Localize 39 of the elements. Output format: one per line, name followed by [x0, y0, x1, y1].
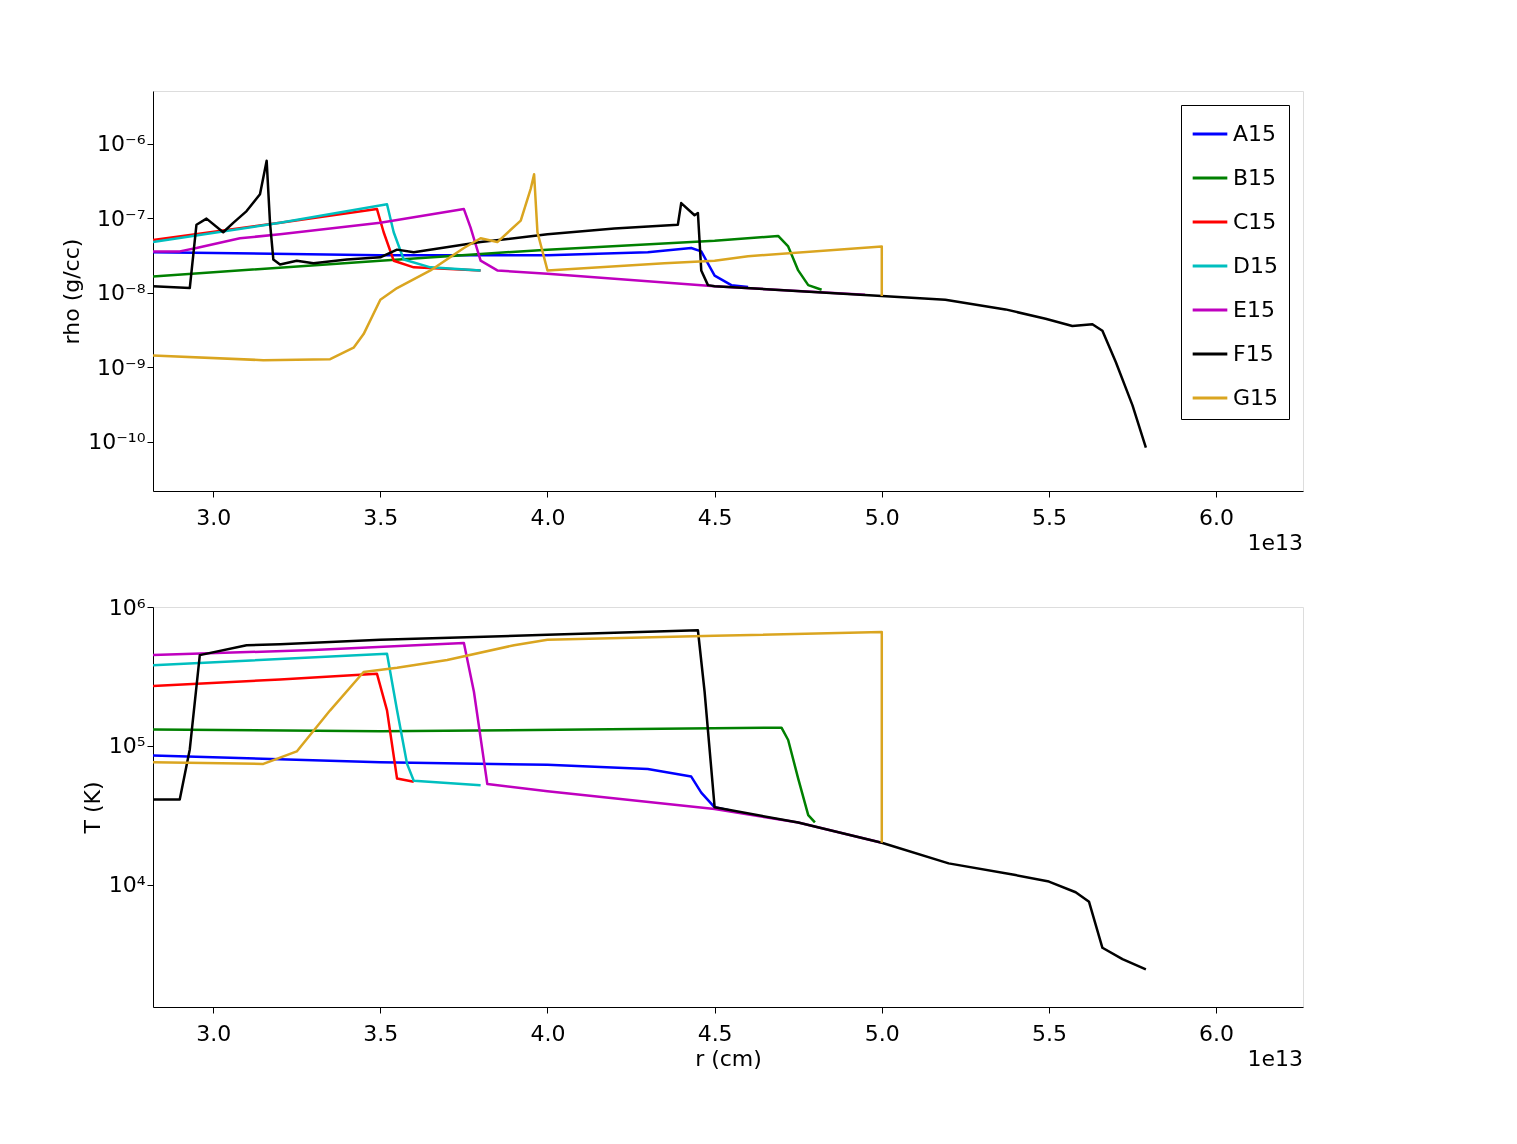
line-series [153, 672, 416, 784]
y-tick-label: 10⁻⁷ [97, 205, 146, 231]
legend-label: G15 [1233, 385, 1279, 410]
legend-label: D15 [1233, 253, 1278, 278]
y-tick-label: 10⁵ [108, 733, 146, 759]
legend-label: B15 [1233, 165, 1277, 190]
legend-label: F15 [1233, 341, 1274, 366]
y-tick-label: 10⁻⁹ [97, 354, 146, 380]
x-tick-label: 5.5 [1031, 504, 1067, 530]
x-tick-label: 4.5 [697, 1020, 733, 1046]
y-tick-label: 10⁶ [108, 594, 146, 620]
x-tick-label: 3.5 [363, 1020, 399, 1046]
text: 1e13 [1247, 1046, 1303, 1071]
x-tick-label: 3.5 [363, 504, 399, 530]
x-tick-label: 3.0 [196, 504, 232, 530]
legend-label: C15 [1233, 209, 1277, 234]
line-series [153, 172, 884, 362]
y-tick-label: 10⁴ [108, 872, 146, 898]
x-tick-label: 4.0 [530, 504, 566, 530]
x-tick-label: 6.0 [1199, 1020, 1235, 1046]
y-tick-label: 10⁻⁶ [97, 131, 146, 157]
line-series [153, 652, 482, 787]
line-series [153, 234, 823, 292]
x-tick-label: 4.0 [530, 1020, 566, 1046]
y-axis-title: T (K) [79, 781, 105, 835]
x-tick-label: 4.5 [697, 504, 733, 530]
x-tick-label: 5.5 [1031, 1020, 1067, 1046]
y-tick-label: 10⁻¹⁰ [88, 429, 146, 455]
text: 1e13 [1247, 530, 1303, 555]
y-tick-label: 10⁻⁸ [97, 280, 146, 306]
x-tick-label: 3.0 [196, 1020, 232, 1046]
legend-label: E15 [1233, 297, 1275, 322]
x-tick-label: 6.0 [1199, 504, 1235, 530]
x-tick-label: 5.0 [864, 1020, 900, 1046]
x-tick-label: 5.0 [864, 504, 900, 530]
y-axis-title: rho (g/cc) [59, 238, 85, 345]
legend-label: A15 [1233, 121, 1277, 146]
line-series [153, 726, 817, 824]
x-axis-title: r (cm) [695, 1045, 762, 1071]
